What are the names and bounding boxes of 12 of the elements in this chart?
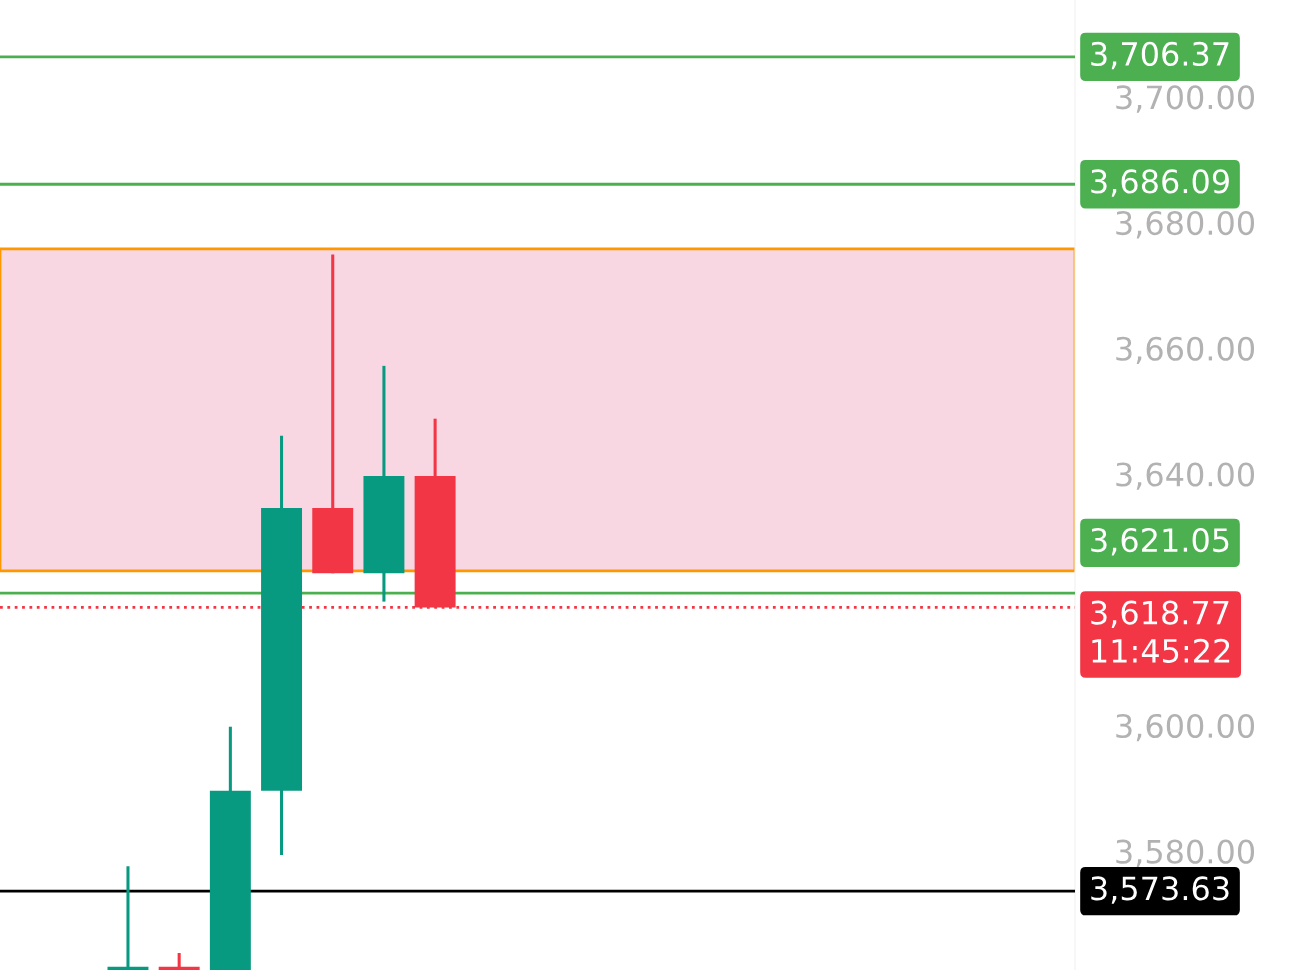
candlestick	[107, 866, 149, 970]
ref-line-label: 3,686.09	[1091, 169, 1229, 197]
ref-line-label: 3,706.37	[1091, 41, 1229, 70]
y-tick-label: 3,600.00	[1116, 713, 1255, 742]
ref-line-label: 3,621.05	[1091, 527, 1229, 556]
ref-line-label: 3,573.63	[1091, 876, 1229, 904]
y-tick-label: 3,700.00	[1116, 85, 1255, 113]
y-tick-label: 3,580.00	[1116, 839, 1255, 868]
y-tick-label: 3,640.00	[1116, 462, 1255, 490]
y-tick-label: 3,660.00	[1116, 336, 1255, 365]
y-tick-label: 3,680.00	[1116, 210, 1255, 239]
ref-line-label: 3,618.77 11:45:22	[1091, 600, 1230, 663]
